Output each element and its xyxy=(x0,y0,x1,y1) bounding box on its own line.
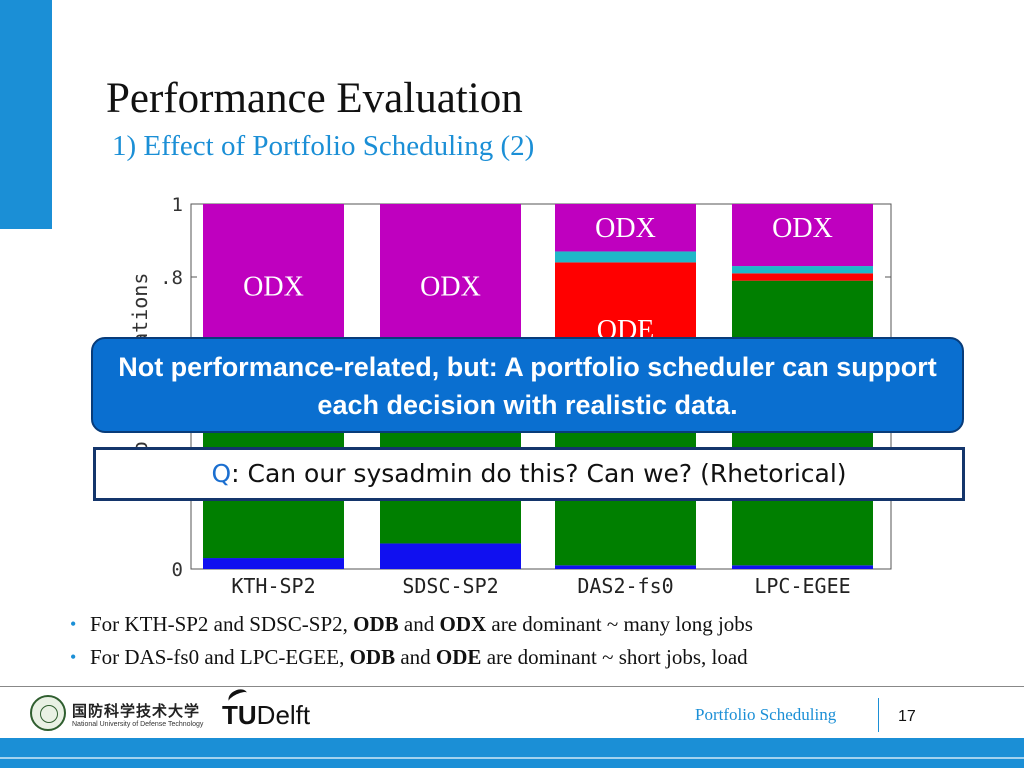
bullet-text: and xyxy=(398,612,440,636)
y-tick-label: 1 xyxy=(172,194,183,216)
bar-data-label: ODX xyxy=(595,213,656,244)
bar-segment xyxy=(732,273,873,281)
x-tick-label: DAS2-fs0 xyxy=(577,574,673,598)
slide-subtitle: 1) Effect of Portfolio Scheduling (2) xyxy=(112,130,535,162)
x-tick-label: KTH-SP2 xyxy=(231,574,315,598)
bullet-text: ODE xyxy=(435,645,482,669)
bar-data-label: ODX xyxy=(420,271,481,302)
bar-segment xyxy=(380,543,521,569)
bullet-list: • For KTH-SP2 and SDSC-SP2, ODB and ODX a… xyxy=(70,608,753,674)
bullet-dot-icon: • xyxy=(70,614,77,634)
footer-bar xyxy=(0,738,1024,768)
accent-bar xyxy=(0,0,52,229)
footer-separator xyxy=(878,698,879,732)
question-prefix: Q xyxy=(211,459,232,488)
y-tick-label: 0 xyxy=(172,559,183,581)
tudelft-logo: TUDelft xyxy=(222,700,310,731)
bar-data-label: ODX xyxy=(243,271,304,302)
tudelft-logo-tu: TU xyxy=(222,700,257,730)
bar-segment xyxy=(203,204,344,350)
footer-bar-stripe xyxy=(0,757,1024,759)
bullet-text: ODB xyxy=(349,645,396,669)
footer-divider xyxy=(0,686,1024,687)
bar-segment xyxy=(380,204,521,350)
tudelft-logo-delft: Delft xyxy=(256,700,311,730)
nudt-name-en: National University of Defense Technolog… xyxy=(72,721,204,728)
callout-box: Not performance-related, but: A portfoli… xyxy=(91,337,964,433)
bullet-text: ODB xyxy=(353,612,399,636)
bullet-text: and xyxy=(395,645,436,669)
question-box: Q: Can our sysadmin do this? Can we? (Rh… xyxy=(93,447,965,501)
bar-segment xyxy=(732,204,873,267)
bar-segment xyxy=(555,251,696,263)
bullet-text: ODX xyxy=(439,612,487,636)
bullet-text: For DAS-fs0 and LPC-EGEE, xyxy=(90,645,350,669)
bullet-text: For KTH-SP2 and SDSC-SP2, xyxy=(90,612,354,636)
bullet-dot-icon: • xyxy=(70,647,77,667)
bar-segment xyxy=(732,266,873,274)
footer-label: Portfolio Scheduling xyxy=(695,705,837,724)
bullet-text: are dominant ~ short jobs, load xyxy=(481,645,748,669)
bar-data-label: ODX xyxy=(772,213,833,244)
bullet-item: • For KTH-SP2 and SDSC-SP2, ODB and ODX a… xyxy=(70,608,753,641)
question-text: : Can our sysadmin do this? Can we? (Rhe… xyxy=(231,459,847,488)
bullet-item: • For DAS-fs0 and LPC-EGEE, ODB and ODE a… xyxy=(70,641,753,674)
x-tick-label: SDSC-SP2 xyxy=(402,574,498,598)
y-tick-label: .8 xyxy=(160,267,183,289)
page-number: 17 xyxy=(898,708,916,725)
bar-segment xyxy=(555,565,696,569)
x-tick-label: LPC-EGEE xyxy=(754,574,850,598)
nudt-seal-logo xyxy=(30,695,66,731)
bar-segment xyxy=(203,558,344,569)
bar-segment xyxy=(732,565,873,569)
slide-title: Performance Evaluation xyxy=(106,75,523,122)
nudt-name-cn: 国防科学技术大学 xyxy=(72,702,201,720)
bullet-text: are dominant ~ many long jobs xyxy=(486,612,753,636)
bar-segment xyxy=(555,204,696,252)
